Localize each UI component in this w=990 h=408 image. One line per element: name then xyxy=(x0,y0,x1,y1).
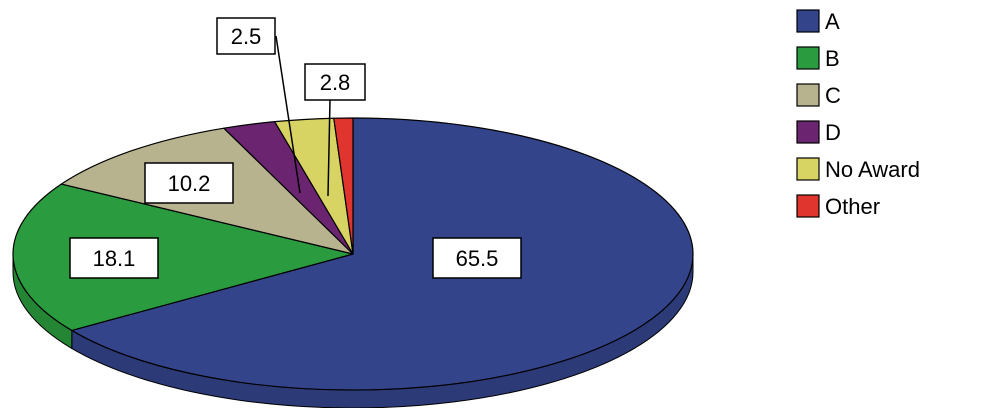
data-label-d: 2.5 xyxy=(231,24,262,49)
pie-slice-a xyxy=(71,117,694,391)
data-label-c: 10.2 xyxy=(168,171,211,196)
data-labels: 65.5 18.1 10.2 2.5 2.8 xyxy=(69,17,522,279)
data-label-b: 18.1 xyxy=(93,246,136,271)
data-label-box-no-award xyxy=(304,63,366,101)
leader-line-d xyxy=(275,35,301,194)
legend-swatch-c xyxy=(796,83,820,107)
data-label-a: 65.5 xyxy=(456,246,499,271)
legend-label-a: A xyxy=(825,9,840,34)
legend-swatch-no-award xyxy=(796,157,820,181)
legend-swatch-b xyxy=(796,46,820,70)
legend-label-no-award: No Award xyxy=(825,157,920,182)
data-label-box-a xyxy=(432,237,522,279)
legend-label-c: C xyxy=(825,83,841,108)
legend-label-b: B xyxy=(825,46,840,71)
data-label-no-award: 2.8 xyxy=(320,70,351,95)
pie-slice-other xyxy=(333,117,354,255)
legend-label-other: Other xyxy=(825,194,880,219)
data-label-box-c xyxy=(144,162,234,204)
legend-swatch-a xyxy=(796,9,820,33)
data-label-box-b xyxy=(69,237,159,279)
legend-label-d: D xyxy=(825,120,841,145)
data-label-box-d xyxy=(216,17,276,55)
pie-slice-b xyxy=(12,183,354,332)
leader-line-no-award xyxy=(327,99,331,197)
legend-swatch-other xyxy=(796,194,820,218)
legend-swatch-d xyxy=(796,120,820,144)
pie-slices xyxy=(12,117,694,408)
